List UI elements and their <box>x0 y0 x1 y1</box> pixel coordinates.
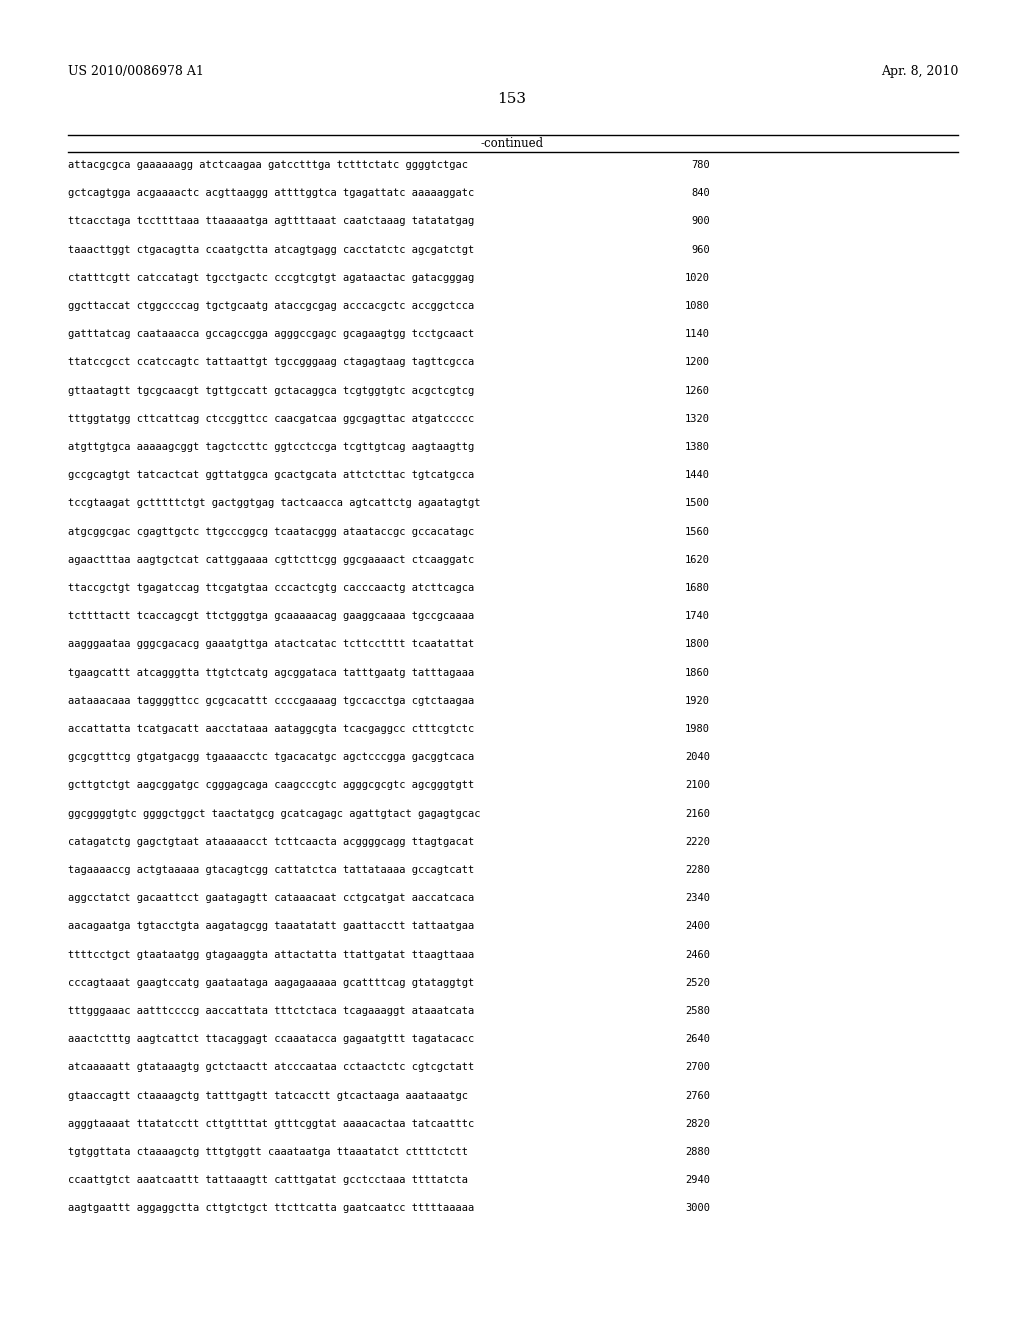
Text: agaactttaa aagtgctcat cattggaaaa cgttcttcgg ggcgaaaact ctcaaggatc: agaactttaa aagtgctcat cattggaaaa cgttctt… <box>68 554 474 565</box>
Text: ttatccgcct ccatccagtc tattaattgt tgccgggaag ctagagtaag tagttcgcca: ttatccgcct ccatccagtc tattaattgt tgccggg… <box>68 358 474 367</box>
Text: 840: 840 <box>691 189 710 198</box>
Text: 1020: 1020 <box>685 273 710 282</box>
Text: -continued: -continued <box>480 137 544 150</box>
Text: attacgcgca gaaaaaagg atctcaagaa gatcctttga tctttctatc ggggtctgac: attacgcgca gaaaaaagg atctcaagaa gatccttt… <box>68 160 468 170</box>
Text: gcttgtctgt aagcggatgc cgggagcaga caagcccgtc agggcgcgtc agcgggtgtt: gcttgtctgt aagcggatgc cgggagcaga caagccc… <box>68 780 474 791</box>
Text: taaacttggt ctgacagtta ccaatgctta atcagtgagg cacctatctc agcgatctgt: taaacttggt ctgacagtta ccaatgctta atcagtg… <box>68 244 474 255</box>
Text: 1980: 1980 <box>685 723 710 734</box>
Text: 153: 153 <box>498 92 526 106</box>
Text: gttaatagtt tgcgcaacgt tgttgccatt gctacaggca tcgtggtgtc acgctcgtcg: gttaatagtt tgcgcaacgt tgttgccatt gctacag… <box>68 385 474 396</box>
Text: tttgggaaac aatttccccg aaccattata tttctctaca tcagaaaggt ataaatcata: tttgggaaac aatttccccg aaccattata tttctct… <box>68 1006 474 1016</box>
Text: 2880: 2880 <box>685 1147 710 1158</box>
Text: 2340: 2340 <box>685 894 710 903</box>
Text: atcaaaaatt gtataaagtg gctctaactt atcccaataa cctaactctc cgtcgctatt: atcaaaaatt gtataaagtg gctctaactt atcccaa… <box>68 1063 474 1072</box>
Text: aagtgaattt aggaggctta cttgtctgct ttcttcatta gaatcaatcc tttttaaaaa: aagtgaattt aggaggctta cttgtctgct ttcttca… <box>68 1204 474 1213</box>
Text: 1800: 1800 <box>685 639 710 649</box>
Text: 2520: 2520 <box>685 978 710 987</box>
Text: 1320: 1320 <box>685 413 710 424</box>
Text: 1200: 1200 <box>685 358 710 367</box>
Text: gatttatcag caataaacca gccagccgga agggccgagc gcagaagtgg tcctgcaact: gatttatcag caataaacca gccagccgga agggccg… <box>68 329 474 339</box>
Text: 780: 780 <box>691 160 710 170</box>
Text: tagaaaaccg actgtaaaaa gtacagtcgg cattatctca tattataaaa gccagtcatt: tagaaaaccg actgtaaaaa gtacagtcgg cattatc… <box>68 865 474 875</box>
Text: aacagaatga tgtacctgta aagatagcgg taaatatatt gaattacctt tattaatgaa: aacagaatga tgtacctgta aagatagcgg taaatat… <box>68 921 474 932</box>
Text: 3000: 3000 <box>685 1204 710 1213</box>
Text: 2700: 2700 <box>685 1063 710 1072</box>
Text: tcttttactt tcaccagcgt ttctgggtga gcaaaaacag gaaggcaaaa tgccgcaaaa: tcttttactt tcaccagcgt ttctgggtga gcaaaaa… <box>68 611 474 622</box>
Text: gtaaccagtt ctaaaagctg tatttgagtt tatcacctt gtcactaaga aaataaatgc: gtaaccagtt ctaaaagctg tatttgagtt tatcacc… <box>68 1090 468 1101</box>
Text: 2040: 2040 <box>685 752 710 762</box>
Text: 900: 900 <box>691 216 710 227</box>
Text: tccgtaagat gctttttctgt gactggtgag tactcaacca agtcattctg agaatagtgt: tccgtaagat gctttttctgt gactggtgag tactca… <box>68 499 480 508</box>
Text: accattatta tcatgacatt aacctataaa aataggcgta tcacgaggcc ctttcgtctc: accattatta tcatgacatt aacctataaa aataggc… <box>68 723 474 734</box>
Text: gcgcgtttcg gtgatgacgg tgaaaacctc tgacacatgc agctcccgga gacggtcaca: gcgcgtttcg gtgatgacgg tgaaaacctc tgacaca… <box>68 752 474 762</box>
Text: gctcagtgga acgaaaactc acgttaaggg attttggtca tgagattatc aaaaaggatc: gctcagtgga acgaaaactc acgttaaggg attttgg… <box>68 189 474 198</box>
Text: catagatctg gagctgtaat ataaaaacct tcttcaacta acggggcagg ttagtgacat: catagatctg gagctgtaat ataaaaacct tcttcaa… <box>68 837 474 847</box>
Text: 2940: 2940 <box>685 1175 710 1185</box>
Text: atgcggcgac cgagttgctc ttgcccggcg tcaatacggg ataataccgc gccacatagc: atgcggcgac cgagttgctc ttgcccggcg tcaatac… <box>68 527 474 537</box>
Text: aaactctttg aagtcattct ttacaggagt ccaaatacca gagaatgttt tagatacacc: aaactctttg aagtcattct ttacaggagt ccaaata… <box>68 1034 474 1044</box>
Text: 1920: 1920 <box>685 696 710 706</box>
Text: 1500: 1500 <box>685 499 710 508</box>
Text: 1560: 1560 <box>685 527 710 537</box>
Text: tgtggttata ctaaaagctg tttgtggtt caaataatga ttaaatatct cttttctctt: tgtggttata ctaaaagctg tttgtggtt caaataat… <box>68 1147 468 1158</box>
Text: 1260: 1260 <box>685 385 710 396</box>
Text: 2640: 2640 <box>685 1034 710 1044</box>
Text: 2760: 2760 <box>685 1090 710 1101</box>
Text: 2100: 2100 <box>685 780 710 791</box>
Text: 2820: 2820 <box>685 1119 710 1129</box>
Text: tgaagcattt atcagggtta ttgtctcatg agcggataca tatttgaatg tatttagaaa: tgaagcattt atcagggtta ttgtctcatg agcggat… <box>68 668 474 677</box>
Text: ggcggggtgtc ggggctggct taactatgcg gcatcagagc agattgtact gagagtgcac: ggcggggtgtc ggggctggct taactatgcg gcatca… <box>68 809 480 818</box>
Text: aagggaataa gggcgacacg gaaatgttga atactcatac tcttcctttt tcaatattat: aagggaataa gggcgacacg gaaatgttga atactca… <box>68 639 474 649</box>
Text: 1680: 1680 <box>685 583 710 593</box>
Text: atgttgtgca aaaaagcggt tagctccttc ggtcctccga tcgttgtcag aagtaagttg: atgttgtgca aaaaagcggt tagctccttc ggtcctc… <box>68 442 474 451</box>
Text: ttttcctgct gtaataatgg gtagaaggta attactatta ttattgatat ttaagttaaa: ttttcctgct gtaataatgg gtagaaggta attacta… <box>68 949 474 960</box>
Text: 2280: 2280 <box>685 865 710 875</box>
Text: 1080: 1080 <box>685 301 710 312</box>
Text: 2220: 2220 <box>685 837 710 847</box>
Text: aggcctatct gacaattcct gaatagagtt cataaacaat cctgcatgat aaccatcaca: aggcctatct gacaattcct gaatagagtt cataaac… <box>68 894 474 903</box>
Text: agggtaaaat ttatatcctt cttgttttat gtttcggtat aaaacactaa tatcaatttc: agggtaaaat ttatatcctt cttgttttat gtttcgg… <box>68 1119 474 1129</box>
Text: ctatttcgtt catccatagt tgcctgactc cccgtcgtgt agataactac gatacgggag: ctatttcgtt catccatagt tgcctgactc cccgtcg… <box>68 273 474 282</box>
Text: 1380: 1380 <box>685 442 710 451</box>
Text: aataaacaaa taggggttcc gcgcacattt ccccgaaaag tgccacctga cgtctaagaa: aataaacaaa taggggttcc gcgcacattt ccccgaa… <box>68 696 474 706</box>
Text: 2580: 2580 <box>685 1006 710 1016</box>
Text: 2460: 2460 <box>685 949 710 960</box>
Text: gccgcagtgt tatcactcat ggttatggca gcactgcata attctcttac tgtcatgcca: gccgcagtgt tatcactcat ggttatggca gcactgc… <box>68 470 474 480</box>
Text: 1620: 1620 <box>685 554 710 565</box>
Text: 1140: 1140 <box>685 329 710 339</box>
Text: 2400: 2400 <box>685 921 710 932</box>
Text: 1440: 1440 <box>685 470 710 480</box>
Text: ggcttaccat ctggccccag tgctgcaatg ataccgcgag acccacgctc accggctcca: ggcttaccat ctggccccag tgctgcaatg ataccgc… <box>68 301 474 312</box>
Text: 1740: 1740 <box>685 611 710 622</box>
Text: US 2010/0086978 A1: US 2010/0086978 A1 <box>68 65 204 78</box>
Text: 1860: 1860 <box>685 668 710 677</box>
Text: cccagtaaat gaagtccatg gaataataga aagagaaaaa gcattttcag gtataggtgt: cccagtaaat gaagtccatg gaataataga aagagaa… <box>68 978 474 987</box>
Text: ttcacctaga tccttttaaa ttaaaaatga agttttaaat caatctaaag tatatatgag: ttcacctaga tccttttaaa ttaaaaatga agtttta… <box>68 216 474 227</box>
Text: 2160: 2160 <box>685 809 710 818</box>
Text: Apr. 8, 2010: Apr. 8, 2010 <box>881 65 958 78</box>
Text: ttaccgctgt tgagatccag ttcgatgtaa cccactcgtg cacccaactg atcttcagca: ttaccgctgt tgagatccag ttcgatgtaa cccactc… <box>68 583 474 593</box>
Text: ccaattgtct aaatcaattt tattaaagtt catttgatat gcctcctaaa ttttatcta: ccaattgtct aaatcaattt tattaaagtt catttga… <box>68 1175 468 1185</box>
Text: 960: 960 <box>691 244 710 255</box>
Text: tttggtatgg cttcattcag ctccggttcc caacgatcaa ggcgagttac atgatccccc: tttggtatgg cttcattcag ctccggttcc caacgat… <box>68 413 474 424</box>
